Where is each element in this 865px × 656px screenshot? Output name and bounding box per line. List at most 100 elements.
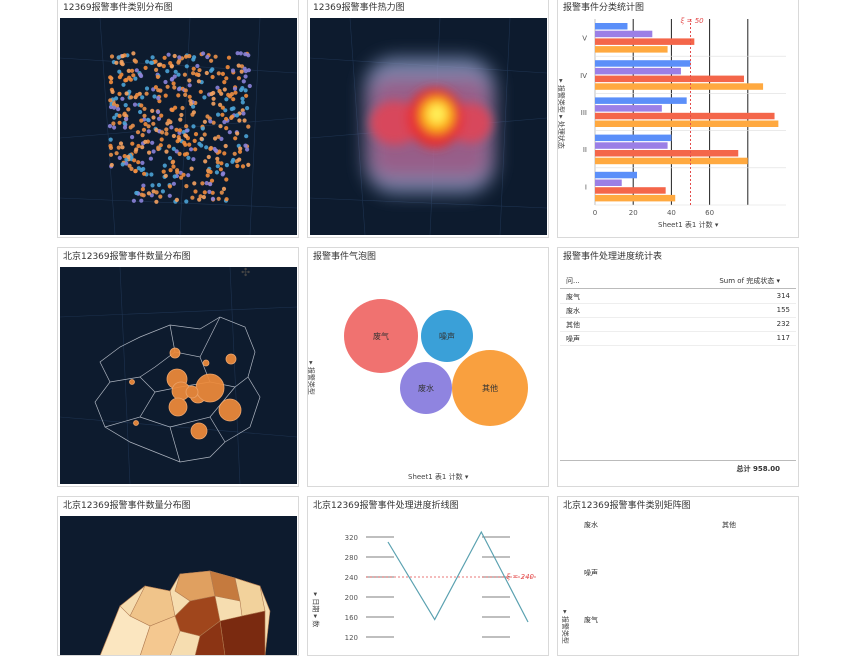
bar[interactable] [595, 67, 681, 75]
choropleth-map[interactable] [60, 516, 297, 655]
bar[interactable] [595, 171, 638, 179]
table-row[interactable]: 废水 155 [560, 304, 796, 318]
bubble-y-axis-label[interactable]: ▸ 报警类型 [307, 361, 315, 395]
scatter-point [191, 66, 196, 71]
scatter-point [218, 102, 223, 107]
bar[interactable] [595, 112, 775, 120]
table-col1-header[interactable]: 问... [566, 277, 580, 285]
scatter-point [186, 155, 191, 160]
scatter-point [140, 95, 145, 100]
bar[interactable] [595, 38, 695, 45]
scatter-point [231, 157, 236, 163]
scatter-point [236, 63, 241, 68]
bar[interactable] [595, 142, 668, 149]
bubble-label: 废气 [373, 331, 389, 341]
scatter-point [237, 149, 243, 154]
bar[interactable] [595, 60, 691, 67]
bar[interactable] [595, 83, 764, 90]
scatter-point [240, 164, 246, 169]
scatter-point [138, 109, 143, 115]
scatter-point [166, 118, 171, 123]
matrix-label-noise: 噪声 [584, 569, 598, 577]
scatter-point [143, 65, 148, 70]
scatter-point [133, 59, 138, 64]
scatter-point [168, 61, 173, 66]
line-series[interactable] [387, 530, 529, 623]
bar[interactable] [595, 46, 668, 53]
scatter-point [194, 72, 199, 77]
bubble-x-axis-label[interactable]: Sheet1 表1 计数 ▾ [408, 473, 469, 481]
scatter-point [242, 118, 247, 123]
scatter-point [209, 68, 214, 73]
bar[interactable] [595, 150, 739, 157]
bubble[interactable] [400, 362, 452, 414]
scatter-point [124, 91, 129, 96]
bar[interactable] [595, 105, 662, 112]
scatter-point [128, 125, 133, 130]
scatter-point [191, 157, 196, 162]
scatter-point [215, 160, 220, 165]
bar[interactable] [595, 194, 676, 202]
table-row[interactable]: 噪声 117 [560, 332, 796, 346]
bubble[interactable] [344, 299, 418, 373]
scatter-point [182, 152, 188, 157]
scatter-map[interactable] [60, 18, 297, 235]
table-row[interactable]: 其他 232 [560, 318, 796, 332]
scatter-point [117, 120, 122, 125]
bubble[interactable] [421, 310, 473, 362]
scatter-point [110, 89, 115, 94]
scatter-point [156, 96, 161, 101]
scatter-point [206, 168, 211, 173]
scatter-point [187, 54, 192, 59]
scatter-point [112, 115, 117, 120]
table-row[interactable]: 废气 314 [560, 290, 796, 304]
scatter-point [129, 95, 134, 100]
scatter-point [195, 63, 200, 69]
table-cell-type: 其他 [566, 321, 580, 329]
scatter-point [160, 189, 165, 194]
scatter-point [132, 158, 137, 163]
heatmap-map[interactable] [310, 18, 547, 235]
scatter-point [167, 144, 172, 149]
scatter-point [196, 79, 201, 84]
bar-x-axis-label[interactable]: Sheet1 表1 计数 ▾ [658, 221, 719, 229]
district-map[interactable] [60, 267, 297, 484]
line-chart[interactable]: 320 280 240 200 160 120 ξ = 240 [308, 515, 548, 655]
scatter-point [191, 110, 196, 115]
bar-y-axis-label[interactable]: ▸ 报警类型 ▸ 处理状态 [557, 79, 565, 149]
bar[interactable] [595, 157, 748, 165]
bar[interactable] [595, 30, 653, 38]
district-bubble-map [60, 267, 297, 484]
scatter-point [143, 122, 148, 127]
scatter-point [174, 127, 179, 132]
bar-x-tick-label: 40 [667, 209, 676, 217]
table-col2-header[interactable]: Sum of 完成状态 ▾ [719, 277, 780, 285]
scatter-point [133, 76, 138, 81]
line-y-axis-label[interactable]: ▸ 日期 ▸ 数 [311, 592, 320, 628]
scatter-point [124, 116, 129, 122]
choropleth-title: 北京12369报警事件数量分布图 [63, 501, 191, 511]
scatter-point [112, 105, 117, 110]
mouse-cursor-icon: ✣ [241, 266, 251, 279]
scatter-point [154, 190, 159, 195]
scatter-point [215, 164, 220, 169]
bar[interactable] [595, 134, 672, 142]
scatter-point [130, 135, 135, 140]
scatter-point [242, 66, 247, 71]
scatter-point [152, 94, 157, 99]
bar[interactable] [595, 187, 666, 194]
bar[interactable] [595, 120, 779, 128]
scatter-point [209, 145, 214, 151]
bubble[interactable] [452, 350, 528, 426]
bar[interactable] [595, 97, 687, 104]
bar[interactable] [595, 23, 628, 30]
scatter-point [217, 88, 222, 94]
bar[interactable] [595, 179, 622, 187]
matrix-y-axis-label[interactable]: ▸ 报警类型 [560, 610, 569, 644]
scatter-point [224, 76, 229, 81]
bar[interactable] [595, 75, 744, 83]
scatter-point [222, 87, 227, 92]
scatter-point [172, 85, 177, 90]
